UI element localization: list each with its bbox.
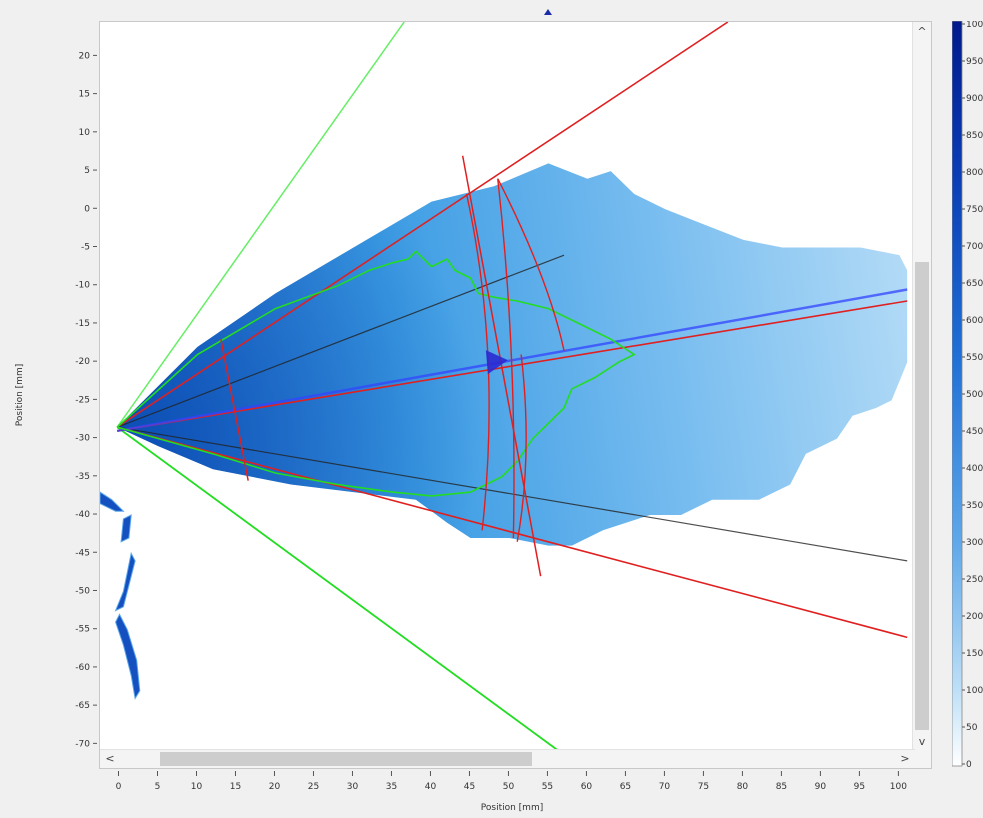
colorbar-tick-label: 750 bbox=[966, 205, 983, 215]
y-tick-label: -65 bbox=[75, 701, 90, 711]
y-tick-label: 15 bbox=[79, 90, 90, 100]
scroll-up-icon[interactable]: ^ bbox=[917, 25, 927, 38]
y-tick-label: 10 bbox=[79, 128, 91, 138]
spray-plot-canvas[interactable] bbox=[100, 22, 915, 752]
colorbar-tick-label: 900 bbox=[966, 94, 983, 104]
red-cone-upper bbox=[116, 22, 729, 428]
colorbar-tick-label: 850 bbox=[966, 131, 983, 141]
red-cross-line bbox=[461, 155, 542, 577]
y-axis: 20 15 10 5 0 -5 -10 -15 -20 -25 -30 -35 -40 -45 -50 -55… bbox=[15, 51, 97, 749]
red-cross-line-short bbox=[220, 339, 249, 481]
y-tick-label: -5 bbox=[81, 242, 90, 252]
y-tick-label: -15 bbox=[75, 319, 90, 329]
x-tick-label: 55 bbox=[542, 782, 553, 792]
y-tick-label: -30 bbox=[75, 434, 90, 444]
x-tick-label: 35 bbox=[386, 782, 397, 792]
y-tick-label: -45 bbox=[75, 548, 90, 558]
colorbar-tick-label: 0 bbox=[966, 760, 972, 770]
green-cone-lower bbox=[116, 426, 561, 752]
colorbar-tick-label: 800 bbox=[966, 168, 983, 178]
y-tick-label: -55 bbox=[75, 625, 90, 635]
colorbar-tick-label: 450 bbox=[966, 427, 983, 437]
y-tick-label: -10 bbox=[75, 281, 90, 291]
x-tick-label: 40 bbox=[425, 782, 437, 792]
x-tick-label: 70 bbox=[659, 782, 671, 792]
colorbar-tick-label: 550 bbox=[966, 353, 983, 363]
x-axis: 0 5 10 15 20 25 30 35 40 45 50 55 60 65 70 75 80 85 90 95 10… bbox=[116, 771, 907, 813]
y-tick-label: 5 bbox=[84, 166, 90, 176]
y-axis-title: Position [mm] bbox=[15, 364, 25, 426]
y-tick-label: -70 bbox=[75, 739, 90, 749]
red-arc-4 bbox=[516, 354, 527, 542]
colorbar-tick-label: 650 bbox=[966, 279, 983, 289]
x-tick-label: 25 bbox=[308, 782, 319, 792]
spray-fragment-4 bbox=[115, 613, 141, 700]
y-tick-label: -50 bbox=[75, 586, 90, 596]
y-tick-label: -35 bbox=[75, 472, 90, 482]
x-tick-label: 5 bbox=[155, 782, 161, 792]
y-tick-label: -25 bbox=[75, 395, 90, 405]
x-tick-label: 45 bbox=[464, 782, 475, 792]
x-tick-label: 60 bbox=[581, 782, 593, 792]
horizontal-scrollbar[interactable]: < > bbox=[100, 749, 915, 768]
y-tick-label: -20 bbox=[75, 357, 90, 367]
x-axis-title: Position [mm] bbox=[481, 803, 543, 813]
colorbar-tick-label: 700 bbox=[966, 242, 983, 252]
colorbar-tick-label: 500 bbox=[966, 390, 983, 400]
red-cone-lower bbox=[116, 426, 908, 639]
horizontal-scroll-thumb[interactable] bbox=[160, 752, 532, 766]
y-tick-label: 20 bbox=[79, 51, 91, 61]
scroll-right-icon[interactable]: > bbox=[900, 752, 910, 765]
spray-fragment-3 bbox=[114, 551, 136, 612]
colorbar-tick-label: 950 bbox=[966, 57, 983, 67]
spray-core bbox=[117, 163, 908, 546]
x-tick-label: 95 bbox=[854, 782, 865, 792]
red-arc-2 bbox=[497, 178, 515, 538]
red-arc-3 bbox=[497, 178, 565, 351]
x-tick-label: 15 bbox=[230, 782, 241, 792]
black-cone-upper bbox=[116, 254, 565, 428]
scroll-left-icon[interactable]: < bbox=[105, 752, 115, 765]
vertical-scrollbar[interactable]: ^ v bbox=[912, 22, 931, 752]
x-tick-label: 100 bbox=[890, 782, 907, 792]
y-tick-label: 0 bbox=[84, 204, 90, 214]
colorbar-tick-label: 150 bbox=[966, 649, 983, 659]
scroll-corner bbox=[913, 750, 931, 768]
x-tick-label: 80 bbox=[737, 782, 749, 792]
colorbar-tick-label: 600 bbox=[966, 316, 983, 326]
direction-arrow-icon bbox=[485, 350, 508, 375]
y-tick-label: -40 bbox=[75, 510, 90, 520]
x-tick-label: 30 bbox=[347, 782, 359, 792]
spray-fragment-1 bbox=[100, 491, 125, 512]
colorbar-tick-label: 100 bbox=[966, 686, 983, 696]
x-tick-label: 90 bbox=[815, 782, 827, 792]
x-tick-label: 65 bbox=[620, 782, 631, 792]
green-cone-upper bbox=[116, 22, 405, 428]
x-tick-label: 0 bbox=[116, 782, 122, 792]
colorbar: 1000950900850800750700650600550500450400… bbox=[952, 21, 983, 770]
plot-view[interactable]: ^ v < > bbox=[99, 21, 932, 769]
colorbar-tick-label: 400 bbox=[966, 464, 983, 474]
x-tick-label: 50 bbox=[503, 782, 515, 792]
top-marker-icon bbox=[544, 9, 552, 15]
x-tick-label: 75 bbox=[698, 782, 709, 792]
y-tick-label: -60 bbox=[75, 663, 90, 673]
x-tick-label: 20 bbox=[269, 782, 281, 792]
black-cone-lower bbox=[117, 426, 908, 562]
scroll-down-icon[interactable]: v bbox=[918, 735, 926, 748]
x-tick-label: 10 bbox=[191, 782, 203, 792]
colorbar-tick-label: 50 bbox=[966, 723, 978, 733]
colorbar-tick-label: 300 bbox=[966, 538, 983, 548]
penetration-contour bbox=[116, 250, 636, 497]
spray-fragment-2 bbox=[120, 514, 132, 543]
colorbar-tick-label: 350 bbox=[966, 501, 983, 511]
colorbar-tick-label: 200 bbox=[966, 612, 983, 622]
vertical-scroll-thumb[interactable] bbox=[915, 262, 929, 730]
x-tick-label: 85 bbox=[776, 782, 787, 792]
colorbar-tick-label: 1000 bbox=[966, 21, 983, 30]
colorbar-gradient bbox=[952, 21, 963, 767]
colorbar-tick-label: 250 bbox=[966, 575, 983, 585]
